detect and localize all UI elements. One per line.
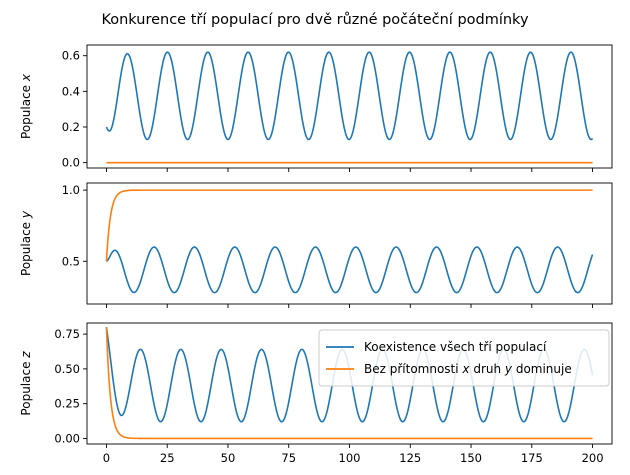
y-axis-label: Populace x xyxy=(19,73,33,139)
y-tick-label: 0.6 xyxy=(62,49,80,63)
x-tick-label: 200 xyxy=(582,451,604,465)
y-tick-label: 0.50 xyxy=(54,362,80,376)
axes-frame xyxy=(86,182,613,305)
y-tick-label: 0.25 xyxy=(54,397,80,411)
series-line-2 xyxy=(105,189,593,262)
y-tick-label: 0.2 xyxy=(62,120,80,134)
y-tick-label: 1.0 xyxy=(62,183,80,197)
series-line-2 xyxy=(105,327,593,440)
y-tick-label: 0.75 xyxy=(54,327,80,341)
x-tick-label: 175 xyxy=(521,451,543,465)
legend-label: Bez přítomnosti x druh y dominuje xyxy=(364,362,572,376)
subplot-2: 0.5 1.0 Populace y xyxy=(19,182,613,308)
y-tick-label: 0.4 xyxy=(62,84,80,98)
legend-label: Koexistence všech tří populací xyxy=(364,340,547,354)
x-tick-label: 125 xyxy=(399,451,421,465)
y-tick-label: 0.00 xyxy=(54,431,80,445)
subplot-1: 0.0 0.2 0.4 0.6 Populace x xyxy=(19,44,613,172)
x-tick-label: 75 xyxy=(281,451,296,465)
subplots: 0.0 0.2 0.4 0.6 Populace x 0.5 1.0 Populace y 0 2… xyxy=(19,44,613,465)
legend-box xyxy=(318,329,610,387)
x-tick-label: 150 xyxy=(460,451,482,465)
chart-title: Konkurence tří populací pro dvě různé po… xyxy=(101,12,528,28)
y-axis-label: Populace y xyxy=(19,210,33,276)
series-line-1 xyxy=(106,246,594,294)
y-tick-label: 0.0 xyxy=(62,156,80,170)
y-axis-label: Populace z xyxy=(19,351,33,416)
x-tick-label: 100 xyxy=(339,451,361,465)
subplot-3: 0 25 50 75 100 125 150 175 200 0.00 0.25 0.50 0.75 Po… xyxy=(19,322,613,465)
x-tick-label: 25 xyxy=(160,451,175,465)
legend: Koexistence všech tří populací Bez přítom… xyxy=(318,329,610,387)
series-line-1 xyxy=(105,51,594,141)
axes-frame xyxy=(86,44,613,169)
x-tick-label: 50 xyxy=(221,451,236,465)
x-tick-label: 0 xyxy=(103,451,110,465)
y-tick-label: 0.5 xyxy=(62,254,80,268)
